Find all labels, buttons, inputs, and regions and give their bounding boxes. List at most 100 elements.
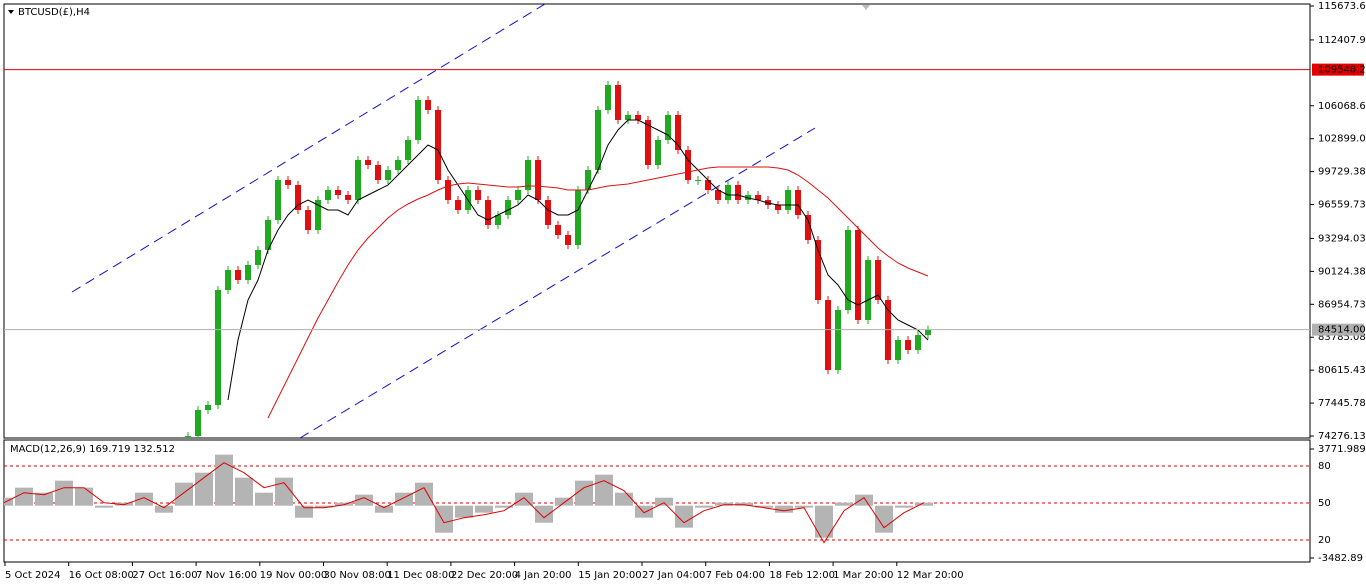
axes: 115673.68 112407.98 106068.68 102899.03 9972… <box>4 1 1366 581</box>
candle <box>605 85 611 111</box>
candle <box>415 99 421 141</box>
macd-bar <box>415 482 433 506</box>
candle <box>715 189 721 200</box>
macd-bar <box>575 480 593 506</box>
candle <box>185 435 191 437</box>
candle <box>525 159 531 190</box>
x-tick-label: 30 Nov 08:00 <box>324 570 391 581</box>
macd-bar <box>15 487 33 506</box>
candle <box>505 199 511 215</box>
candle <box>755 195 761 200</box>
macd-bar <box>815 505 833 538</box>
title-arrow <box>8 10 14 14</box>
macd-bar <box>235 477 253 506</box>
x-tick-label: 1 Mar 20:00 <box>833 570 893 581</box>
candle <box>395 159 401 170</box>
candle <box>665 114 671 141</box>
candle <box>655 140 661 166</box>
chart-title: BTCUSD(£),H4 <box>18 7 90 18</box>
x-tick-label: 15 Jan 20:00 <box>578 570 641 581</box>
candle <box>405 140 411 160</box>
candle <box>595 110 601 170</box>
macd-bar <box>375 505 393 513</box>
moving-average <box>267 166 929 419</box>
macd-bar <box>495 505 513 508</box>
macd-title: MACD(12,26,9) 169.719 132.512 <box>10 444 175 455</box>
candle <box>585 169 591 190</box>
candle <box>515 189 521 200</box>
candle <box>695 180 701 182</box>
candle <box>265 219 271 250</box>
macd-bar <box>855 494 873 506</box>
x-tick-label: 27 Jan 04:00 <box>642 570 705 581</box>
candle <box>345 195 351 200</box>
candle <box>625 114 631 120</box>
macd-bar <box>775 505 793 513</box>
macd-bar <box>875 505 893 533</box>
y-tick-label: 83785.08 <box>1318 332 1366 343</box>
candle <box>675 114 681 151</box>
candle <box>475 189 481 200</box>
y-tick-label: 3771.989 <box>1318 444 1366 455</box>
y-tick-label: 74276.13 <box>1318 431 1366 442</box>
candle <box>295 184 301 210</box>
candle <box>845 229 851 310</box>
x-tick-label: 16 Oct 08:00 <box>69 570 134 581</box>
macd-bar <box>315 505 333 508</box>
price-level-box <box>1312 323 1364 336</box>
macd-bar <box>915 502 933 506</box>
candle <box>205 404 211 410</box>
candle <box>235 269 241 280</box>
macd-bar <box>4 497 13 506</box>
candle <box>445 180 451 200</box>
y-tick-label: 115673.68 <box>1318 1 1366 12</box>
x-tick-label: 11 Dec 08:00 <box>387 570 454 581</box>
candle <box>915 334 921 350</box>
macd-bar <box>215 454 233 506</box>
x-tick-label: 22 Dec 20:00 <box>451 570 518 581</box>
macd-bar <box>535 505 553 523</box>
macd-bar <box>895 505 913 508</box>
macd-bar <box>335 502 353 506</box>
y-tick-label: 96559.73 <box>1318 200 1366 211</box>
macd-bar <box>355 494 373 506</box>
candle <box>285 180 291 185</box>
macd-bar <box>675 505 693 528</box>
y-tick-label: 102899.03 <box>1318 134 1366 145</box>
candle <box>215 289 221 405</box>
candle <box>615 85 621 120</box>
macd-plot <box>4 454 1310 544</box>
candle <box>805 214 811 240</box>
candle <box>455 199 461 210</box>
price-plot <box>4 69 1310 438</box>
macd-bar <box>135 492 153 506</box>
candle <box>435 110 441 181</box>
candle <box>375 165 381 181</box>
candle <box>895 339 901 360</box>
macd-bar <box>835 502 853 506</box>
marker <box>862 5 870 10</box>
candle <box>725 184 731 200</box>
candle <box>815 239 821 300</box>
macd-bar <box>715 502 733 506</box>
macd-bar <box>175 482 193 506</box>
candle <box>495 214 501 225</box>
candle <box>355 159 361 200</box>
macd-bar <box>155 505 173 513</box>
candle <box>925 329 931 335</box>
macd-bar <box>595 474 613 506</box>
candle <box>875 259 881 300</box>
trendlines <box>71 4 870 438</box>
candle <box>855 229 861 320</box>
candle <box>485 199 491 225</box>
x-tick-label: 5 Oct 2024 <box>5 570 60 581</box>
candle <box>735 184 741 200</box>
price-pane <box>3 3 1311 439</box>
y-tick-label: 86954.73 <box>1318 299 1366 310</box>
candle <box>545 199 551 225</box>
candle <box>775 204 781 210</box>
price-level-label: 109548.26 <box>1318 65 1366 76</box>
x-tick-label: 12 Mar 20:00 <box>897 570 964 581</box>
